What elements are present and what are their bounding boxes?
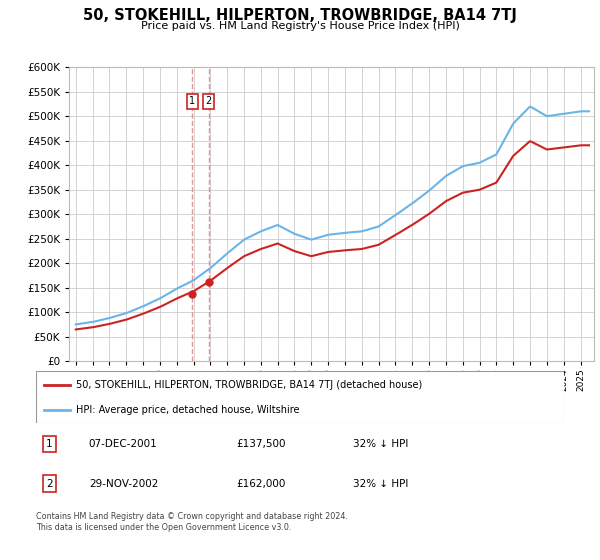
Text: 50, STOKEHILL, HILPERTON, TROWBRIDGE, BA14 7TJ: 50, STOKEHILL, HILPERTON, TROWBRIDGE, BA… [83,8,517,24]
Text: 07-DEC-2001: 07-DEC-2001 [89,439,158,449]
FancyBboxPatch shape [36,371,564,423]
Text: £162,000: £162,000 [236,479,286,488]
Text: Price paid vs. HM Land Registry's House Price Index (HPI): Price paid vs. HM Land Registry's House … [140,21,460,31]
Text: 32% ↓ HPI: 32% ↓ HPI [353,479,408,488]
Text: HPI: Average price, detached house, Wiltshire: HPI: Average price, detached house, Wilt… [76,405,299,415]
Text: 1: 1 [46,439,53,449]
Text: Contains HM Land Registry data © Crown copyright and database right 2024.
This d: Contains HM Land Registry data © Crown c… [36,512,348,532]
Text: £137,500: £137,500 [236,439,286,449]
Text: 2: 2 [206,96,212,106]
Text: 50, STOKEHILL, HILPERTON, TROWBRIDGE, BA14 7TJ (detached house): 50, STOKEHILL, HILPERTON, TROWBRIDGE, BA… [76,380,422,390]
Text: 2: 2 [46,479,53,488]
Text: 32% ↓ HPI: 32% ↓ HPI [353,439,408,449]
Text: 29-NOV-2002: 29-NOV-2002 [89,479,158,488]
Text: 1: 1 [189,96,195,106]
